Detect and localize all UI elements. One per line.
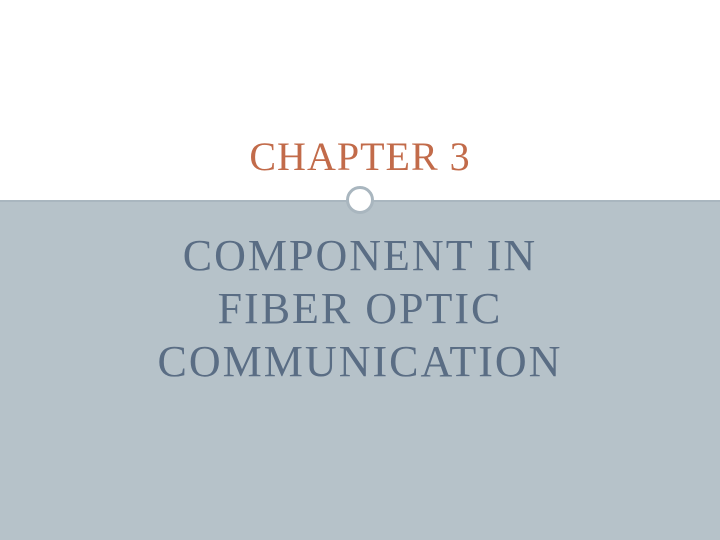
slide: CHAPTER 3 COMPONENT IN FIBER OPTIC COMMU… [0,0,720,540]
chapter-title: CHAPTER 3 [249,133,470,180]
top-section: CHAPTER 3 [0,0,720,200]
divider-circle-icon [346,186,374,214]
main-title: COMPONENT IN FIBER OPTIC COMMUNICATION [158,230,563,388]
bottom-section: COMPONENT IN FIBER OPTIC COMMUNICATION [0,200,720,540]
